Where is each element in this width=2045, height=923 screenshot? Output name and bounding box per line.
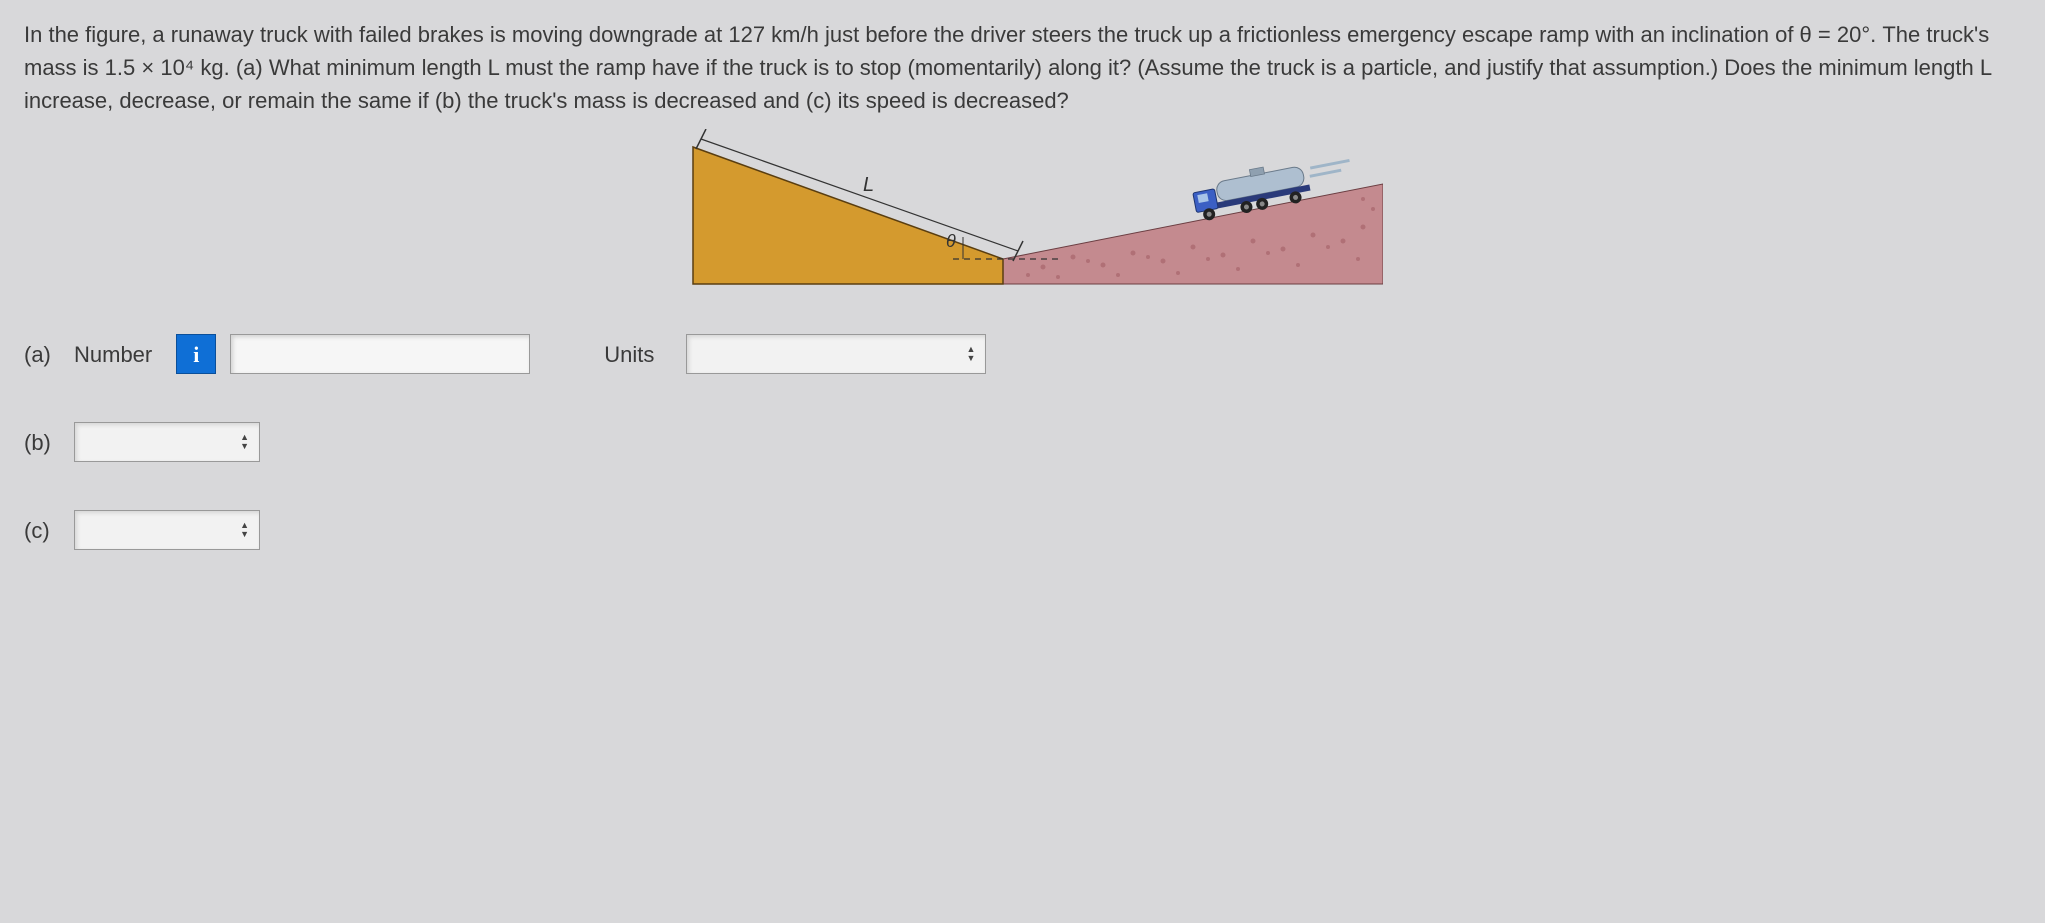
chevron-updown-icon: ▲▼ <box>240 521 249 539</box>
answers-section: (a) Number i Units ▲▼ (b) ▲▼ (c) ▲▼ <box>24 334 2021 550</box>
units-label: Units <box>604 338 654 371</box>
info-icon[interactable]: i <box>176 334 216 374</box>
part-label-a: (a) <box>24 338 60 371</box>
question-text: In the figure, a runaway truck with fail… <box>24 18 2021 117</box>
answer-row-c: (c) ▲▼ <box>24 510 2021 550</box>
units-select-a[interactable]: ▲▼ <box>686 334 986 374</box>
answer-row-b: (b) ▲▼ <box>24 422 2021 462</box>
figure-svg: θ L <box>663 129 1383 294</box>
answer-select-c[interactable]: ▲▼ <box>74 510 260 550</box>
ramp-figure: θ L <box>663 129 1383 294</box>
part-label-b: (b) <box>24 426 60 459</box>
part-label-c: (c) <box>24 514 60 547</box>
chevron-updown-icon: ▲▼ <box>966 345 975 363</box>
figure-container: θ L <box>24 129 2021 294</box>
theta-label: θ <box>946 231 956 251</box>
l-label: L <box>863 174 874 196</box>
chevron-updown-icon: ▲▼ <box>240 433 249 451</box>
number-label: Number <box>74 338 152 371</box>
answer-row-a: (a) Number i Units ▲▼ <box>24 334 2021 374</box>
number-input-a[interactable] <box>230 334 530 374</box>
answer-select-b[interactable]: ▲▼ <box>74 422 260 462</box>
